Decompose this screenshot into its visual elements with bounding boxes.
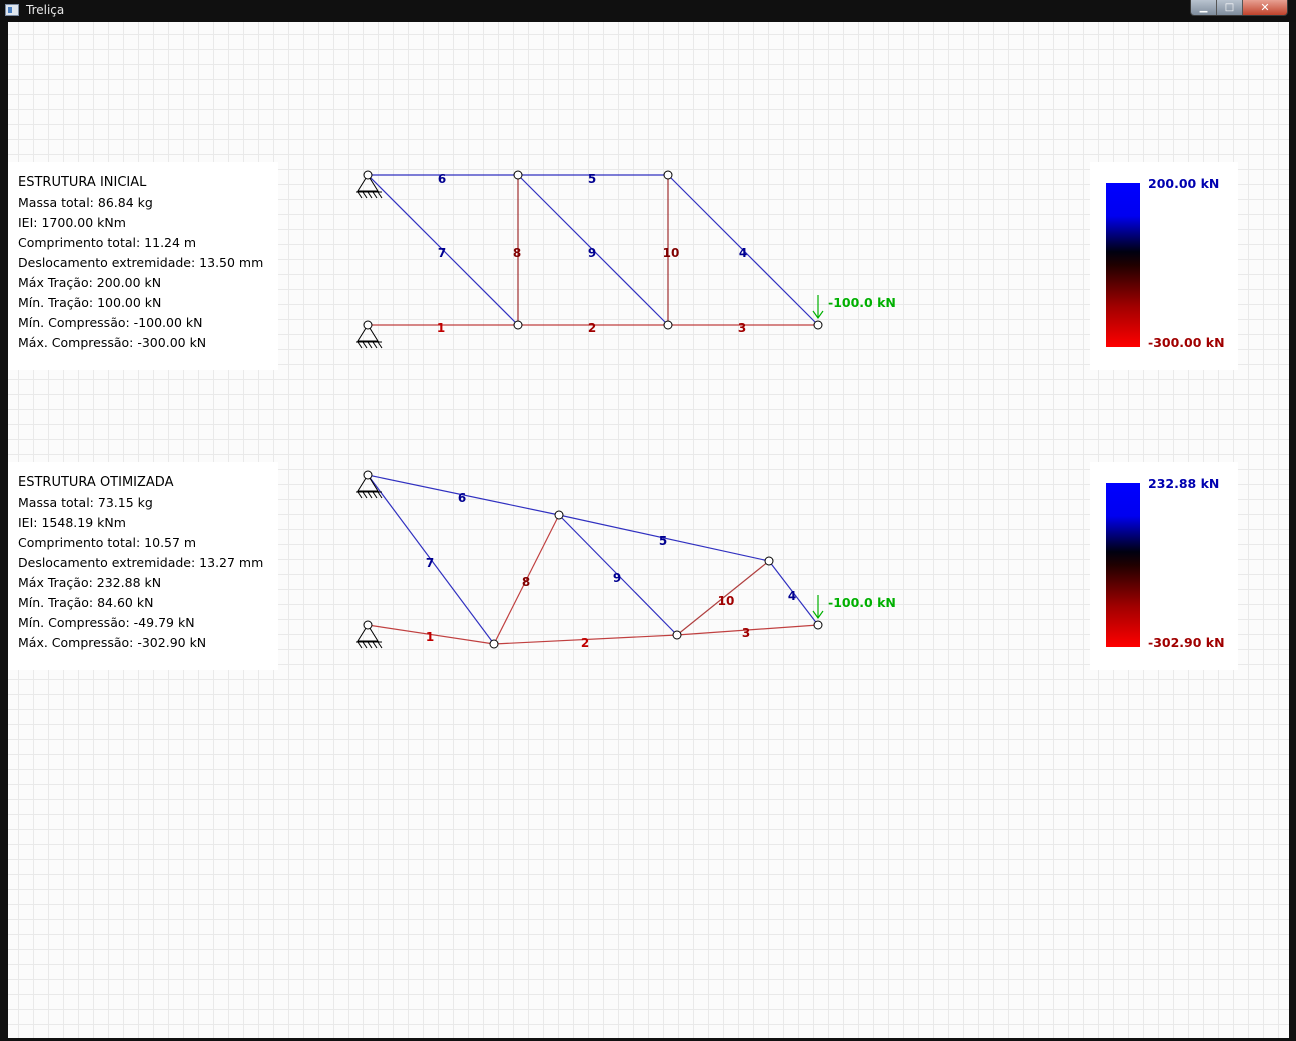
optimized-member-5[interactable] bbox=[558, 514, 770, 562]
initial-stat-iei: IEI: 1700.00 kNm bbox=[18, 215, 126, 230]
initial-member-9[interactable] bbox=[517, 174, 669, 326]
initial-stat-displacement: Deslocamento extremidade: 13.50 mm bbox=[18, 255, 264, 270]
initial-pin-support-top bbox=[356, 174, 383, 199]
optimized-stat-min-tension: Mín. Tração: 84.60 kN bbox=[18, 595, 154, 610]
optimized-color-scale bbox=[1106, 483, 1140, 647]
optimized-member-3[interactable] bbox=[676, 624, 819, 636]
window-controls: ▁ □ ✕ bbox=[1190, 0, 1288, 16]
optimized-load-label: -100.0 kN bbox=[828, 595, 896, 610]
initial-stat-mass: Massa total: 86.84 kg bbox=[18, 195, 153, 210]
initial-node[interactable] bbox=[663, 320, 673, 330]
optimized-node[interactable] bbox=[672, 630, 682, 640]
optimized-heading: ESTRUTURA OTIMIZADA bbox=[18, 475, 174, 490]
optimized-member-label-9: 9 bbox=[613, 571, 621, 585]
optimized-pin-support-top bbox=[356, 474, 383, 499]
optimized-info-panel: ESTRUTURA OTIMIZADA Massa total: 73.15 k… bbox=[8, 462, 278, 670]
optimized-node[interactable] bbox=[363, 620, 373, 630]
optimized-node[interactable] bbox=[489, 639, 499, 649]
initial-member-label-5: 5 bbox=[588, 172, 596, 186]
optimized-node[interactable] bbox=[764, 556, 774, 566]
minimize-button[interactable]: ▁ bbox=[1191, 0, 1217, 15]
optimized-node[interactable] bbox=[363, 470, 373, 480]
initial-member-label-10: 10 bbox=[663, 246, 680, 260]
initial-node[interactable] bbox=[813, 320, 823, 330]
optimized-load-arrow bbox=[812, 595, 824, 620]
initial-load-label: -100.0 kN bbox=[828, 295, 896, 310]
optimized-member-label-7: 7 bbox=[426, 556, 434, 570]
initial-node[interactable] bbox=[663, 170, 673, 180]
initial-member-label-1: 1 bbox=[437, 321, 445, 335]
initial-member-7[interactable] bbox=[367, 174, 519, 326]
window-border-bottom bbox=[0, 1038, 1296, 1041]
initial-stat-min-compression: Mín. Compressão: -100.00 kN bbox=[18, 315, 203, 330]
initial-truss: 1 2 3 4 5 6 7 8 9 10 bbox=[356, 170, 896, 349]
optimized-legend-max: 232.88 kN bbox=[1148, 476, 1220, 491]
initial-member-label-4: 4 bbox=[739, 246, 747, 260]
initial-color-scale bbox=[1106, 183, 1140, 347]
optimized-member-label-6: 6 bbox=[458, 491, 466, 505]
optimized-stat-min-compression: Mín. Compressão: -49.79 kN bbox=[18, 615, 195, 630]
initial-node[interactable] bbox=[363, 320, 373, 330]
optimized-member-label-1: 1 bbox=[426, 630, 434, 644]
optimized-member-label-2: 2 bbox=[581, 636, 589, 650]
initial-legend-min: -300.00 kN bbox=[1148, 335, 1225, 350]
initial-member-label-8: 8 bbox=[513, 246, 521, 260]
initial-node[interactable] bbox=[363, 170, 373, 180]
initial-heading: ESTRUTURA INICIAL bbox=[18, 175, 147, 190]
initial-member-label-7: 7 bbox=[438, 246, 446, 260]
optimized-member-2[interactable] bbox=[493, 634, 678, 645]
optimized-stat-max-compression: Máx. Compressão: -302.90 kN bbox=[18, 635, 207, 650]
initial-member-4[interactable] bbox=[667, 174, 819, 326]
window-border-left bbox=[0, 22, 8, 1041]
optimized-stat-mass: Massa total: 73.15 kg bbox=[18, 495, 153, 510]
close-button[interactable]: ✕ bbox=[1243, 0, 1287, 15]
optimized-member-10[interactable] bbox=[676, 560, 770, 636]
maximize-button[interactable]: □ bbox=[1217, 0, 1243, 15]
optimized-member-label-5: 5 bbox=[659, 534, 667, 548]
initial-stat-max-compression: Máx. Compressão: -300.00 kN bbox=[18, 335, 207, 350]
window-title: Treliça bbox=[26, 3, 65, 17]
optimized-member-6[interactable] bbox=[367, 474, 560, 516]
window-border-right bbox=[1289, 22, 1296, 1041]
optimized-member-4[interactable] bbox=[768, 560, 819, 626]
optimized-stat-length: Comprimento total: 10.57 m bbox=[18, 535, 197, 550]
optimized-member-label-4: 4 bbox=[788, 589, 796, 603]
optimized-node[interactable] bbox=[813, 620, 823, 630]
initial-member-label-6: 6 bbox=[438, 172, 446, 186]
initial-member-label-9: 9 bbox=[588, 246, 596, 260]
initial-stat-min-tension: Mín. Tração: 100.00 kN bbox=[18, 295, 162, 310]
optimized-member-label-10: 10 bbox=[718, 594, 735, 608]
initial-info-panel: ESTRUTURA INICIAL Massa total: 86.84 kg … bbox=[8, 162, 278, 370]
optimized-member-label-8: 8 bbox=[522, 575, 530, 589]
optimized-pin-support-bottom bbox=[356, 624, 383, 649]
optimized-member-1[interactable] bbox=[367, 624, 495, 645]
app-icon bbox=[5, 4, 19, 16]
initial-node[interactable] bbox=[513, 320, 523, 330]
optimized-legend-min: -302.90 kN bbox=[1148, 635, 1225, 650]
optimized-legend-panel: 232.88 kN -302.90 kN bbox=[1090, 462, 1238, 670]
initial-stat-length: Comprimento total: 11.24 m bbox=[18, 235, 197, 250]
optimized-stat-max-tension: Máx Tração: 232.88 kN bbox=[18, 575, 162, 590]
initial-legend-panel: 200.00 kN -300.00 kN bbox=[1090, 162, 1238, 370]
optimized-member-8[interactable] bbox=[493, 514, 560, 645]
initial-legend-max: 200.00 kN bbox=[1148, 176, 1220, 191]
initial-member-label-3: 3 bbox=[738, 321, 746, 335]
initial-member-label-2: 2 bbox=[588, 321, 596, 335]
optimized-member-9[interactable] bbox=[558, 514, 678, 636]
optimized-stat-displacement: Deslocamento extremidade: 13.27 mm bbox=[18, 555, 264, 570]
optimized-node[interactable] bbox=[554, 510, 564, 520]
window-titlebar: Treliça ▁ □ ✕ bbox=[0, 0, 1296, 22]
optimized-stat-iei: IEI: 1548.19 kNm bbox=[18, 515, 126, 530]
initial-stat-max-tension: Máx Tração: 200.00 kN bbox=[18, 275, 162, 290]
optimized-member-7[interactable] bbox=[367, 474, 495, 645]
initial-node[interactable] bbox=[513, 170, 523, 180]
initial-pin-support-bottom bbox=[356, 324, 383, 349]
optimized-member-label-3: 3 bbox=[742, 626, 750, 640]
initial-load-arrow bbox=[812, 295, 824, 320]
optimized-truss: 1 2 3 4 5 6 7 8 9 10 bbox=[356, 470, 896, 650]
